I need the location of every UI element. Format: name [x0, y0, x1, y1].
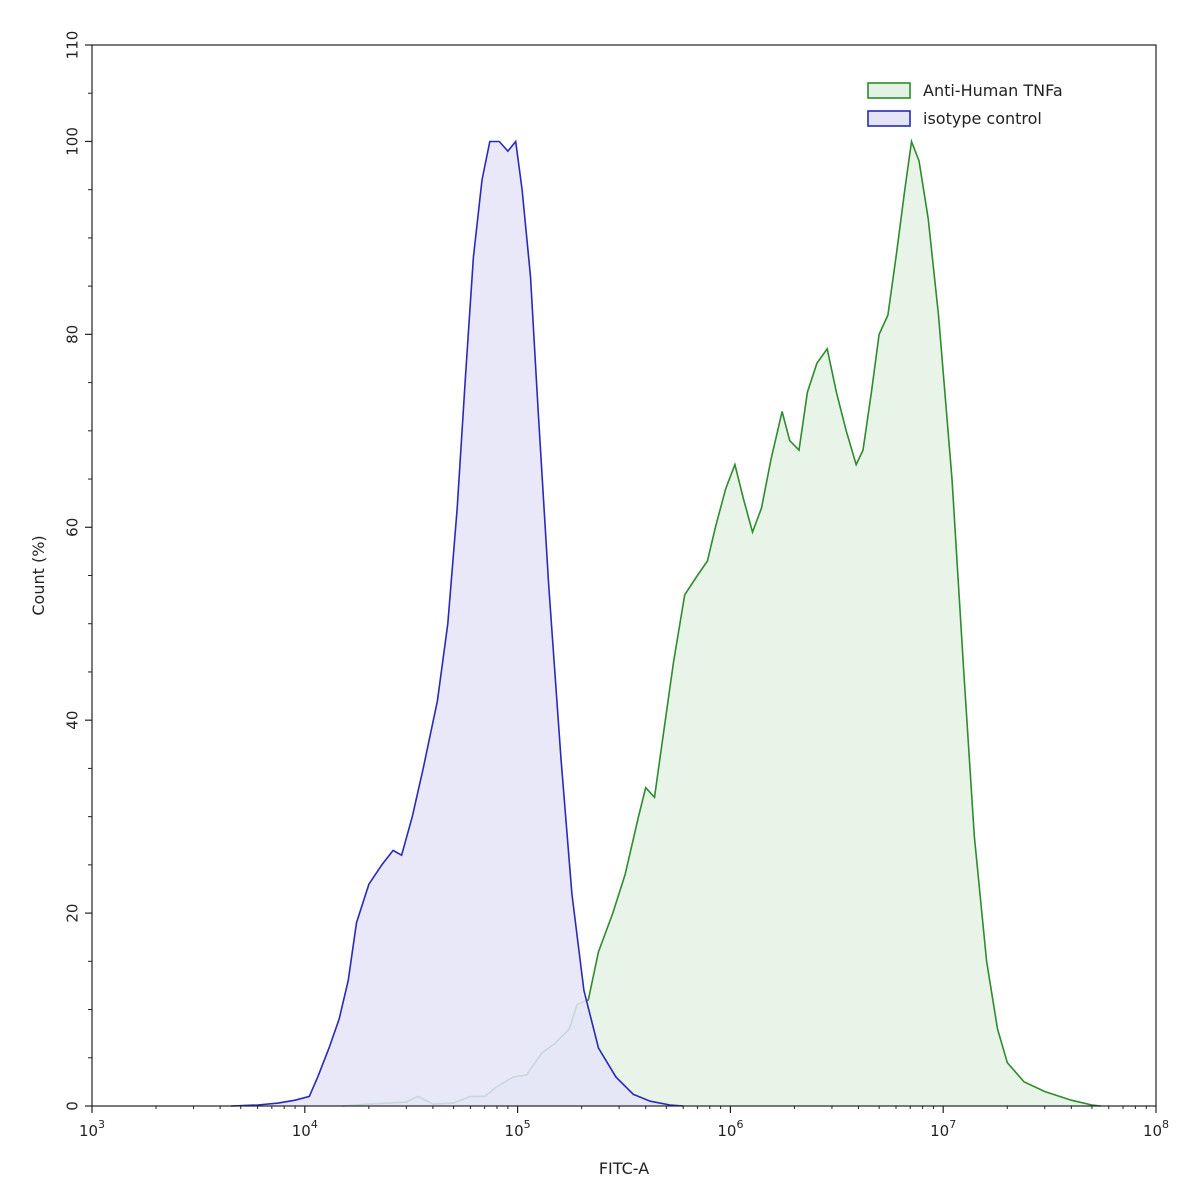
legend-label-anti-human-tnfa: Anti-Human TNFa	[923, 81, 1063, 100]
y-tick-label: 40	[64, 711, 82, 730]
x-tick-label: 103	[79, 1118, 105, 1140]
x-axis: 103 104 105 106 107 108	[79, 1106, 1169, 1140]
x-tick-label: 108	[1143, 1118, 1169, 1140]
x-tick-label: 105	[505, 1118, 531, 1140]
y-tick-label: 0	[64, 1101, 82, 1111]
legend: Anti-Human TNFa isotype control	[867, 81, 1063, 128]
y-tick-label: 100	[64, 127, 82, 156]
y-tick-label: 60	[64, 518, 82, 537]
y-tick-label: 80	[64, 325, 82, 344]
y-axis: 0 20 40 60 80 100 110	[64, 31, 92, 1111]
x-tick-label: 104	[292, 1118, 318, 1140]
series-line-isotype-control	[230, 139, 684, 1107]
legend-swatch-anti-human-tnfa	[867, 82, 911, 99]
y-axis-title: Count (%)	[29, 535, 48, 615]
x-tick-label: 106	[717, 1118, 743, 1140]
legend-label-isotype-control: isotype control	[923, 109, 1042, 128]
y-tick-label: 20	[64, 904, 82, 923]
series-fill-isotype-control	[231, 141, 684, 1106]
x-tick-label: 107	[930, 1118, 956, 1140]
series-layer	[230, 138, 1101, 1107]
legend-swatch-isotype-control	[867, 110, 911, 127]
x-axis-title: FITC-A	[599, 1159, 649, 1178]
series-fill-anti-human-tnfa	[342, 141, 1101, 1106]
y-tick-label: 110	[64, 31, 82, 60]
